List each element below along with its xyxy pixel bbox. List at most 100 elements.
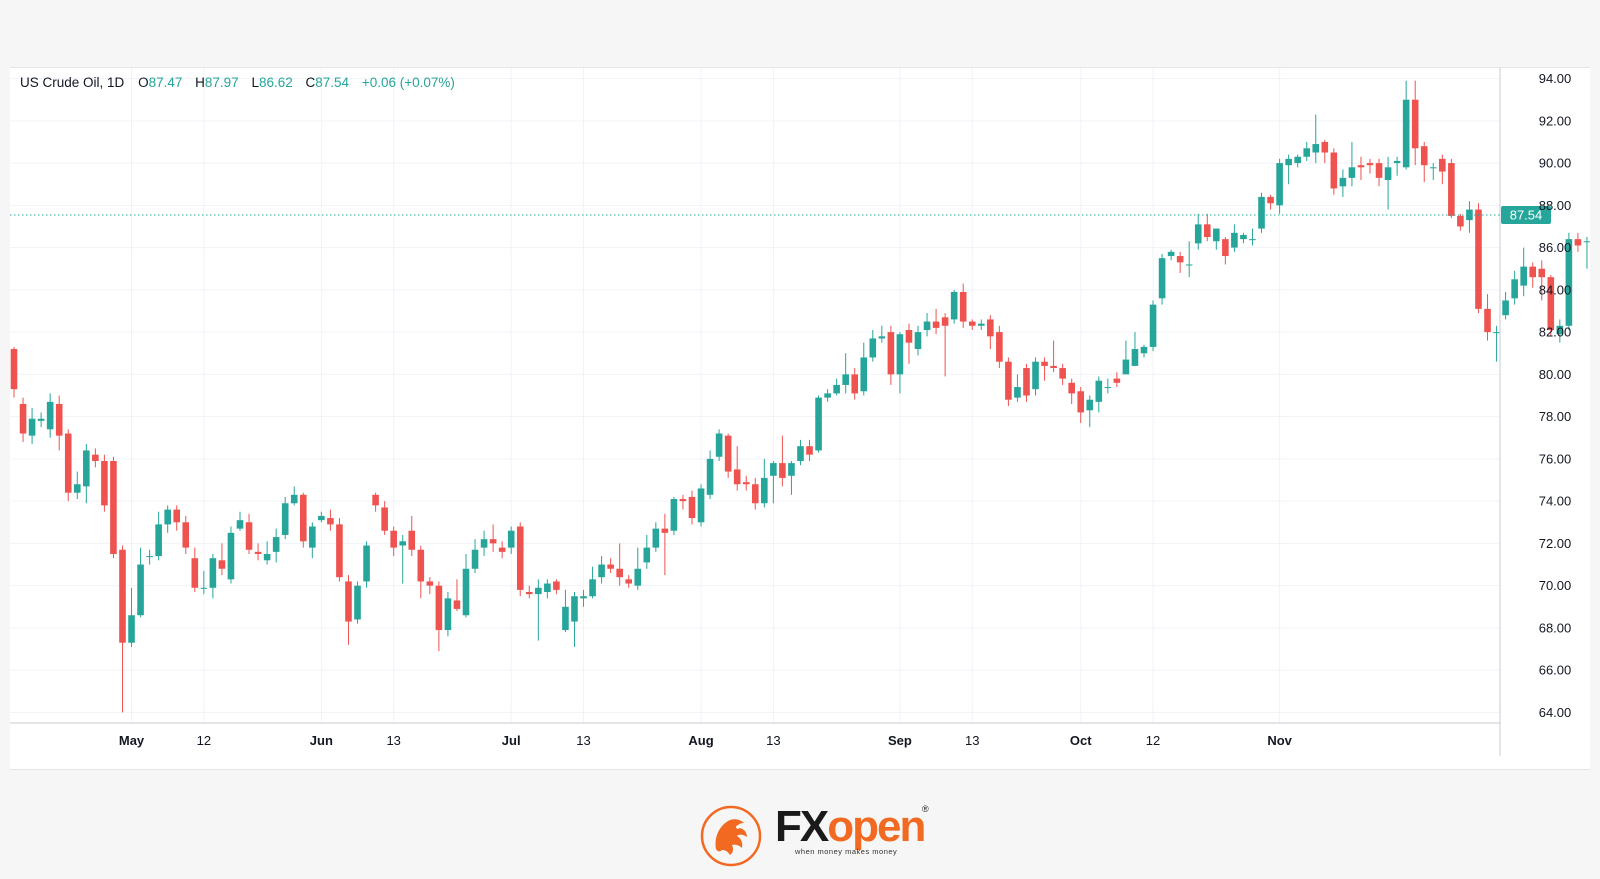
candle-body (1294, 156, 1301, 164)
candle-body (580, 596, 587, 599)
low-value: 86.62 (258, 75, 293, 90)
last-price-tag (1501, 206, 1551, 225)
candle-body (941, 317, 949, 326)
low-label: L (251, 75, 259, 90)
candle-body (742, 482, 750, 485)
candle-body (1158, 258, 1166, 299)
candle-body (101, 461, 108, 506)
candle-body (715, 433, 723, 457)
candle-body (209, 558, 217, 588)
candle-body (354, 585, 361, 620)
candle-body (535, 587, 542, 595)
candle-body (1402, 99, 1410, 168)
candle-body (435, 585, 443, 631)
time-tick-label: 13 (576, 733, 590, 748)
candle-body (64, 433, 72, 493)
candle-body (661, 528, 669, 533)
candle-body (1429, 167, 1437, 169)
candle-body (119, 549, 126, 643)
candle-body (272, 537, 280, 552)
candle-body (372, 494, 379, 506)
candle-body (155, 524, 162, 557)
candle-body (1131, 349, 1139, 366)
candle-body (1493, 332, 1500, 334)
change-value: +0.06 (+0.07%) (361, 75, 455, 90)
candle-body (1041, 361, 1048, 366)
candle-body (1077, 391, 1085, 413)
candle-body (968, 321, 976, 326)
candle-body (1185, 264, 1193, 266)
candle-body (761, 477, 768, 504)
candle-body (1384, 167, 1392, 180)
candle-body (851, 374, 859, 394)
time-tick-label: 12 (1146, 733, 1160, 748)
candle-body (779, 463, 786, 478)
candle-body (37, 418, 45, 421)
time-tick-label: 12 (197, 733, 211, 748)
candle-body (254, 551, 262, 554)
fxopen-logo: FXopen (775, 802, 926, 851)
logo-fx: FX (775, 802, 829, 851)
candle-body (544, 583, 551, 592)
candle-body (426, 581, 434, 586)
candle-body (905, 330, 913, 343)
candle-body (959, 291, 967, 322)
candle-body (996, 332, 1003, 362)
candle-body (1466, 209, 1473, 221)
time-tick-label: May (119, 733, 145, 748)
candle-body (1375, 163, 1383, 178)
candle-body (1240, 234, 1247, 240)
chart-panel[interactable]: 87.54 64.00 66.00 68.00 70.00 72.00 74.00 76.0… (10, 67, 1590, 770)
time-tick-label: Oct (1070, 733, 1092, 748)
time-tick-label: Jun (310, 733, 333, 748)
candle-body (444, 598, 452, 631)
price-tick-label: 88.00 (1539, 198, 1572, 213)
price-tick-label: 84.00 (1539, 282, 1572, 297)
high-label: H (195, 75, 205, 90)
candle-body (1140, 346, 1148, 354)
candle-body (309, 526, 316, 548)
candle-body (670, 499, 678, 531)
candle-body (770, 463, 777, 476)
candle-body (679, 499, 687, 502)
candle-body (110, 461, 117, 554)
candle-body (1475, 209, 1482, 309)
candle-body (571, 596, 578, 622)
candle-body (1339, 177, 1347, 187)
open-label: O (138, 75, 149, 90)
candle-body (1095, 380, 1103, 402)
candles-layer (10, 80, 1590, 713)
candle-body (1167, 251, 1175, 257)
close-label: C (305, 75, 316, 90)
candle-body (1357, 165, 1365, 168)
logo-open: open (827, 802, 926, 851)
candle-body (1276, 163, 1283, 206)
candle-body (1222, 239, 1229, 257)
candle-body (1574, 239, 1582, 246)
price-tick-label: 68.00 (1539, 620, 1572, 635)
candle-body (498, 547, 506, 552)
candle-body (1213, 228, 1220, 242)
candle-body (182, 522, 190, 548)
price-tick-label: 90.00 (1539, 156, 1572, 171)
candle-body (46, 401, 54, 430)
price-tick-label: 86.00 (1539, 240, 1572, 255)
price-tick-label: 74.00 (1539, 494, 1572, 509)
candle-body (1538, 268, 1546, 278)
candle-body (83, 450, 90, 487)
candle-body (137, 564, 144, 616)
price-chart[interactable]: 87.54 64.00 66.00 68.00 70.00 72.00 74.00 76.0… (10, 68, 1590, 769)
candle-body (1520, 266, 1527, 286)
candle-body (598, 564, 605, 578)
time-tick-label: Sep (888, 733, 912, 748)
time-tick-label: Nov (1267, 733, 1292, 748)
candle-body (688, 496, 696, 519)
candle-body (562, 606, 569, 631)
open-value: 87.47 (148, 75, 183, 90)
candle-body (1122, 359, 1130, 375)
candle-body (616, 568, 623, 578)
logo-tagline: when money makes money (795, 847, 898, 856)
candle-body (290, 494, 298, 504)
candle-body (869, 338, 877, 358)
candle-body (19, 403, 27, 434)
